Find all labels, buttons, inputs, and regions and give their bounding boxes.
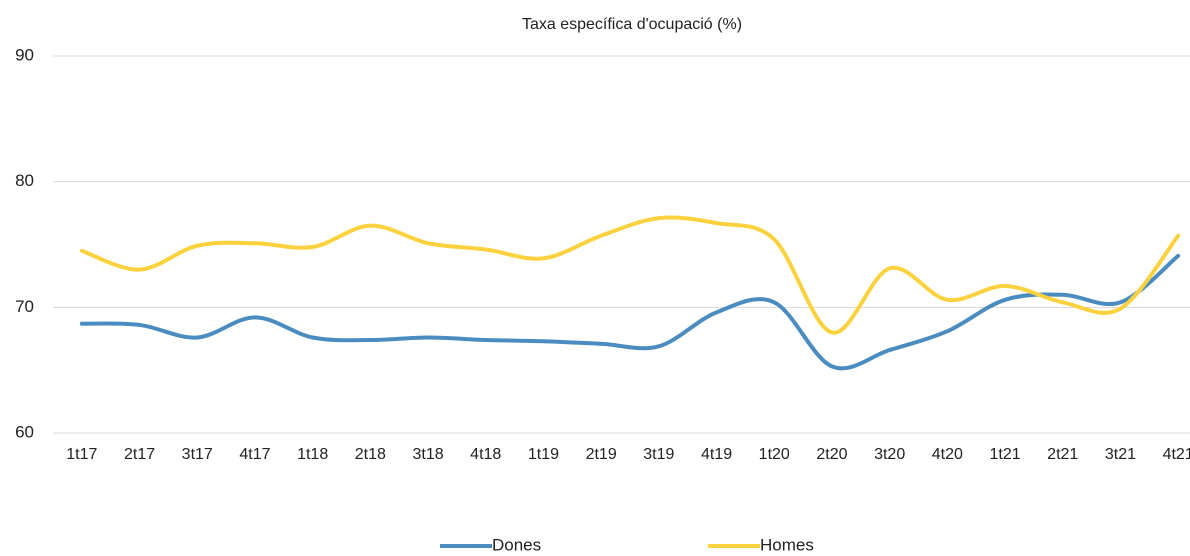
x-tick-label: 3t20 [874, 446, 905, 463]
x-tick-label: 4t20 [932, 446, 963, 463]
x-tick-label: 2t20 [816, 446, 847, 463]
x-tick-label: 2t19 [586, 446, 617, 463]
y-tick-label: 80 [15, 171, 34, 190]
x-tick-label: 3t18 [412, 446, 443, 463]
x-tick-label: 3t17 [182, 446, 213, 463]
x-tick-label: 4t19 [701, 446, 732, 463]
x-tick-label: 2t21 [1047, 446, 1078, 463]
x-tick-label: 1t19 [528, 446, 559, 463]
x-tick-label: 1t21 [989, 446, 1020, 463]
x-tick-label: 1t17 [66, 446, 97, 463]
y-tick-label: 70 [15, 297, 34, 316]
y-tick-label: 90 [15, 45, 34, 64]
x-tick-label: 3t21 [1105, 446, 1136, 463]
line-series [79, 215, 1181, 335]
x-tick-label: 2t17 [124, 446, 155, 463]
x-tick-label: 1t18 [297, 446, 328, 463]
legend-label: Homes [760, 535, 814, 554]
x-tick-label: 4t17 [239, 446, 270, 463]
x-tick-label: 1t20 [759, 446, 790, 463]
x-tick-label: 4t21 [1163, 446, 1190, 463]
y-tick-label: 60 [15, 422, 34, 441]
x-tick-label: 3t19 [643, 446, 674, 463]
line-series [79, 253, 1181, 371]
legend-label: Dones [492, 535, 541, 554]
chart-title: Taxa específica d'ocupació (%) [522, 16, 742, 33]
x-tick-label: 4t18 [470, 446, 501, 463]
x-tick-label: 2t18 [355, 446, 386, 463]
